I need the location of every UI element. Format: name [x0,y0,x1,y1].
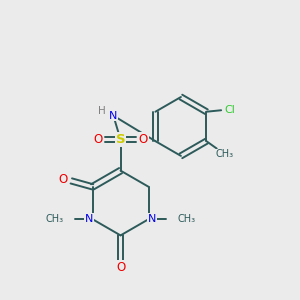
Text: N: N [85,214,93,224]
Text: O: O [116,261,125,274]
Text: CH₃: CH₃ [177,214,195,224]
Text: O: O [59,173,68,186]
Text: Cl: Cl [224,105,236,115]
Text: N: N [109,110,117,121]
Text: CH₃: CH₃ [46,214,64,224]
Text: O: O [93,133,103,146]
Text: O: O [139,133,148,146]
Text: N: N [148,214,156,224]
Text: CH₃: CH₃ [215,149,233,159]
Text: S: S [116,133,125,146]
Text: H: H [98,106,105,116]
